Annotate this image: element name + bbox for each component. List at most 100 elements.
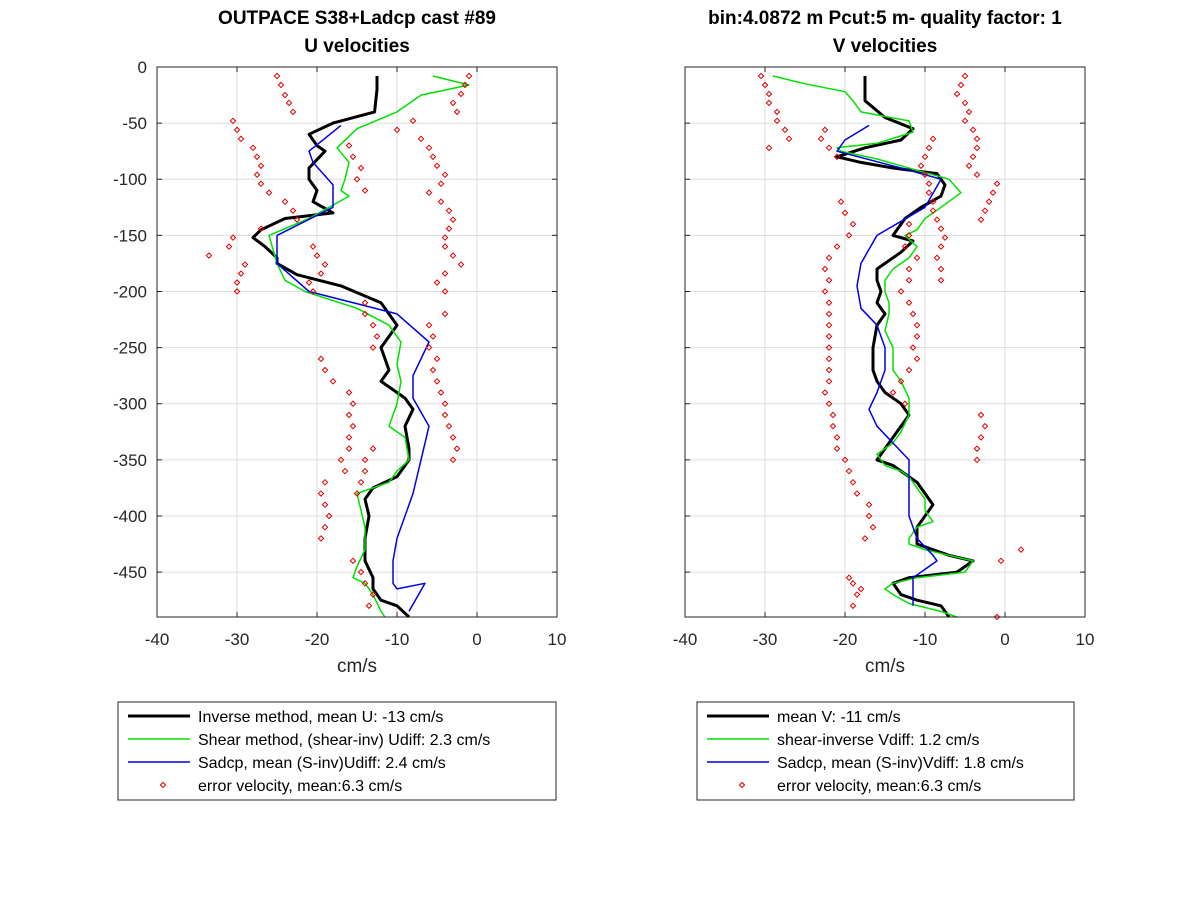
error-velocity-marker	[433, 377, 441, 385]
error-velocity-marker	[921, 171, 929, 179]
series-layer	[757, 72, 1025, 621]
error-velocity-marker	[393, 126, 401, 134]
x-tick-label: -20	[833, 630, 858, 649]
error-velocity-marker	[849, 220, 857, 228]
error-velocity-marker	[933, 216, 941, 223]
error-velocity-marker	[457, 90, 465, 98]
error-velocity-marker	[329, 377, 337, 385]
series-line	[276, 124, 430, 612]
error-velocity-marker	[305, 279, 313, 286]
error-velocity-marker	[369, 344, 377, 351]
error-velocity-marker	[429, 153, 437, 161]
error-velocity-marker	[865, 501, 873, 509]
error-velocity-marker	[897, 288, 905, 295]
error-velocity-markers	[205, 72, 473, 610]
error-velocity-marker	[901, 400, 909, 408]
error-velocity-marker	[853, 591, 861, 598]
error-velocity-marker	[361, 467, 369, 475]
x-tick-label: -30	[753, 630, 778, 649]
error-velocity-marker	[977, 434, 985, 441]
error-velocity-marker	[437, 180, 445, 188]
error-velocity-marker	[761, 81, 769, 89]
series-line	[251, 76, 415, 619]
error-velocity-marker	[353, 490, 361, 497]
error-velocity-marker	[317, 535, 325, 542]
error-velocity-marker	[929, 198, 937, 206]
error-velocity-marker	[825, 144, 833, 152]
error-velocity-marker	[981, 207, 989, 214]
error-velocity-marker	[889, 389, 897, 396]
error-velocity-marker	[433, 355, 441, 363]
legend-label: error velocity, mean:6.3 cm/s	[198, 778, 402, 795]
error-velocity-marker	[349, 557, 357, 565]
error-velocity-marker	[925, 180, 933, 188]
error-velocity-marker	[325, 512, 333, 520]
error-velocity-marker	[833, 445, 841, 452]
legend-marker	[738, 781, 746, 789]
error-velocity-marker	[905, 232, 913, 239]
error-velocity-marker	[317, 355, 325, 363]
error-velocity-marker	[237, 270, 245, 277]
error-velocity-marker	[905, 265, 913, 273]
error-velocity-marker	[921, 153, 929, 161]
error-velocity-marker	[281, 198, 289, 206]
error-velocity-marker	[937, 276, 945, 284]
error-velocity-marker	[993, 613, 1001, 621]
error-velocity-marker	[289, 207, 297, 214]
chart-title-line-2: U velocities	[304, 36, 410, 57]
y-tick-label: -250	[113, 339, 147, 358]
error-velocity-marker	[965, 108, 973, 116]
error-velocity-marker	[897, 377, 905, 385]
error-velocity-marker	[425, 189, 433, 197]
error-velocity-marker	[829, 411, 837, 419]
error-velocity-marker	[909, 344, 917, 351]
error-velocity-marker	[369, 321, 377, 329]
error-velocity-marker	[961, 117, 969, 125]
x-axis-label: cm/s	[337, 656, 377, 677]
error-velocity-marker	[441, 171, 449, 179]
error-velocity-marker	[825, 321, 833, 329]
error-velocity-marker	[973, 135, 981, 143]
error-velocity-marker	[937, 265, 945, 273]
error-velocity-marker	[917, 162, 925, 170]
chart-title-line-1: bin:4.0872 m Pcut:5 m- quality factor: 1	[708, 8, 1062, 29]
error-velocity-marker	[337, 456, 345, 464]
error-velocity-marker	[229, 117, 237, 125]
error-velocity-marker	[241, 261, 249, 268]
error-velocity-marker	[825, 310, 833, 318]
legend-label: Sadcp, mean (S-inv)Vdiff: 1.8 cm/s	[777, 755, 1024, 772]
error-velocity-marker	[317, 270, 325, 277]
error-velocity-marker	[361, 580, 369, 587]
error-velocity-marker	[233, 279, 241, 286]
y-tick-label: 0	[138, 58, 147, 77]
error-velocity-marker	[445, 225, 453, 232]
error-velocity-marker	[849, 602, 857, 610]
error-velocity-marker	[453, 445, 461, 452]
error-velocity-marker	[821, 389, 829, 396]
error-velocity-marker	[229, 234, 237, 241]
legend-label: shear-inverse Vdiff: 1.2 cm/s	[777, 732, 979, 749]
error-velocity-marker	[345, 434, 353, 441]
error-velocity-marker	[453, 108, 461, 116]
error-velocity-marker	[257, 162, 265, 170]
error-velocity-marker	[913, 355, 921, 363]
error-velocity-marker	[825, 366, 833, 374]
legend: Inverse method, mean U: -13 cm/s Shear me…	[117, 701, 557, 801]
error-velocity-marker	[825, 355, 833, 363]
error-velocity-marker	[825, 299, 833, 307]
error-velocity-marker	[905, 276, 913, 284]
x-axis-label: cm/s	[865, 656, 905, 677]
error-velocity-marker	[349, 422, 357, 430]
error-velocity-marker	[449, 216, 457, 223]
error-velocity-marker	[445, 207, 453, 214]
x-tick-label: -20	[305, 630, 330, 649]
x-tick-label: -10	[385, 630, 410, 649]
error-velocity-marker	[457, 261, 465, 268]
error-velocity-marker	[953, 90, 961, 98]
error-velocity-marker	[441, 411, 449, 419]
error-velocity-marker	[901, 243, 909, 250]
error-velocity-marker	[293, 216, 301, 223]
error-velocity-marker	[845, 574, 853, 582]
error-velocity-marker	[909, 310, 917, 318]
